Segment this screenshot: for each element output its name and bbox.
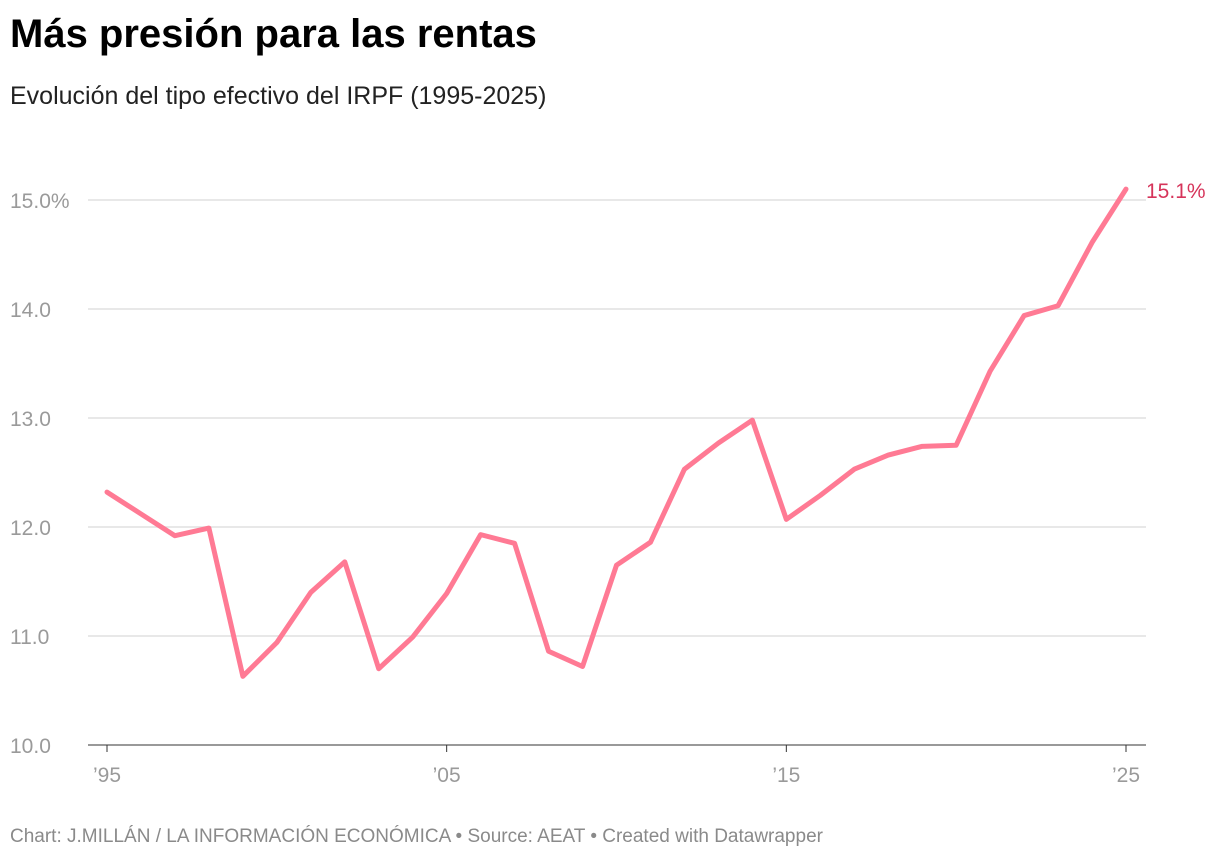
y-tick-label: 14.0 (10, 299, 51, 322)
x-tick-label: ’05 (433, 764, 461, 787)
y-tick-label: 12.0 (10, 517, 51, 540)
chart-footer: Chart: J.MILLÁN / LA INFORMACIÓN ECONÓMI… (10, 826, 823, 847)
y-tick-label: 10.0 (10, 735, 51, 758)
y-tick-label: 11.0 (10, 626, 49, 649)
y-tick-label: 15.0% (10, 190, 70, 213)
x-tick-label: ’25 (1112, 764, 1140, 787)
y-tick-label: 13.0 (10, 408, 51, 431)
end-value-label: 15.1% (1146, 180, 1206, 203)
chart-subtitle: Evolución del tipo efectivo del IRPF (19… (10, 82, 547, 110)
x-tick-label: ’95 (93, 764, 121, 787)
chart-title: Más presión para las rentas (10, 12, 537, 56)
data-line (104, 186, 1129, 679)
x-tick-label: ’15 (772, 764, 800, 787)
